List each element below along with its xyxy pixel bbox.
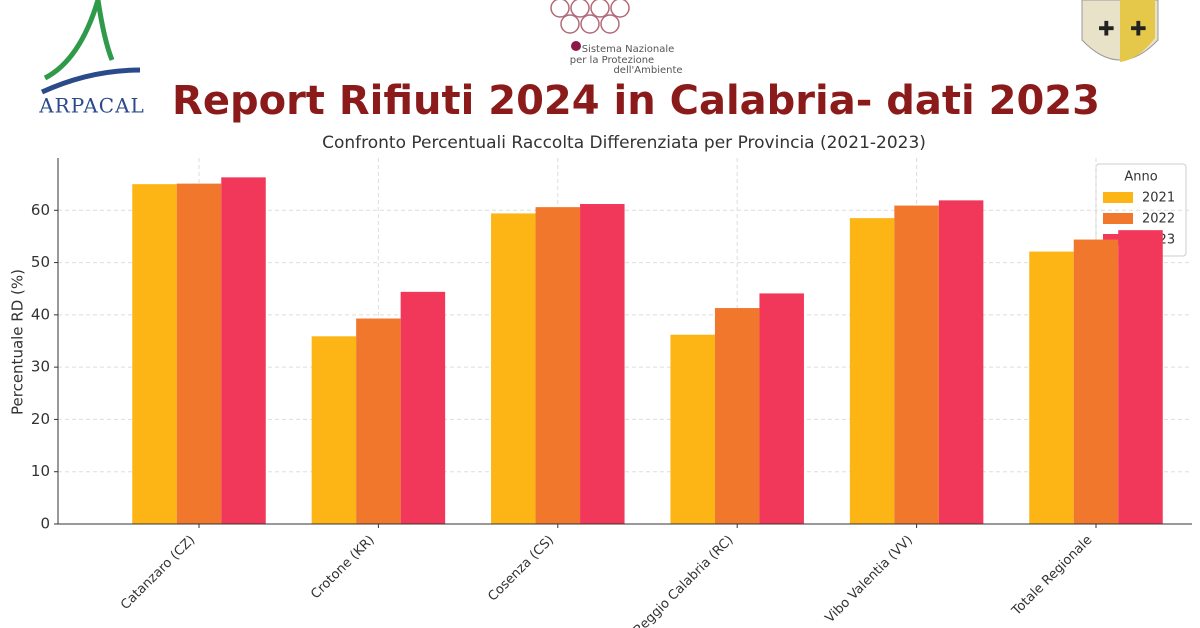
legend-swatch	[1103, 192, 1133, 203]
y-tick-label: 10	[31, 462, 50, 480]
bar	[221, 177, 266, 525]
logo-hexagons	[550, 0, 630, 34]
bar	[1073, 239, 1119, 524]
chart-subtitle: Confronto Percentuali Raccolta Differenz…	[322, 133, 926, 153]
x-tick-label: Vibo Valentia (VV)	[823, 533, 916, 626]
bar	[1029, 251, 1074, 524]
bar	[849, 218, 895, 524]
bar	[938, 200, 984, 524]
logo-dot	[571, 41, 581, 51]
x-tick-label: Crotone (KR)	[308, 533, 377, 602]
bar	[132, 184, 177, 524]
bar	[311, 336, 357, 524]
y-axis-label: Percentuale RD (%)	[9, 269, 27, 415]
logo-text: ARPACAL	[38, 94, 145, 118]
crest-cross: ✚	[1098, 17, 1115, 41]
crest-cross: ✚	[1130, 17, 1147, 41]
bar	[356, 318, 401, 524]
logo-text: Sistema Nazionale	[582, 44, 675, 55]
legend-swatch	[1103, 234, 1133, 245]
legend-label: 2021	[1142, 191, 1175, 206]
bar	[491, 213, 536, 524]
x-tick-label: Reggio Calabria (RC)	[631, 533, 736, 628]
x-tick-label: Cosenza (CS)	[485, 533, 557, 605]
legend-swatch	[1103, 213, 1133, 224]
bar	[714, 308, 760, 524]
bar	[535, 207, 581, 525]
bar	[759, 293, 804, 524]
y-tick-label: 20	[31, 410, 50, 428]
bar	[894, 205, 939, 524]
bar	[176, 183, 222, 524]
logo-text: dell'Ambiente	[613, 65, 682, 76]
y-tick-label: 30	[31, 358, 50, 376]
bar	[400, 291, 446, 524]
crest	[1120, 0, 1155, 62]
y-tick-label: 0	[40, 515, 50, 533]
logo-mark	[43, 0, 115, 81]
y-tick-label: 40	[31, 305, 50, 323]
chart-title: Report Rifiuti 2024 in Calabria- dati 20…	[172, 78, 1100, 124]
logo-text: per la Protezione	[570, 55, 654, 66]
legend-label: 2022	[1142, 212, 1175, 227]
y-tick-label: 60	[31, 201, 50, 219]
bar	[670, 334, 715, 524]
x-tick-label: Catanzaro (CZ)	[118, 533, 198, 613]
bar	[1118, 230, 1163, 524]
bar	[580, 204, 625, 525]
legend-title: Anno	[1124, 170, 1157, 185]
y-tick-label: 50	[31, 253, 50, 271]
logo-mark	[40, 67, 141, 95]
x-tick-label: Totale Regionale	[1009, 533, 1096, 620]
